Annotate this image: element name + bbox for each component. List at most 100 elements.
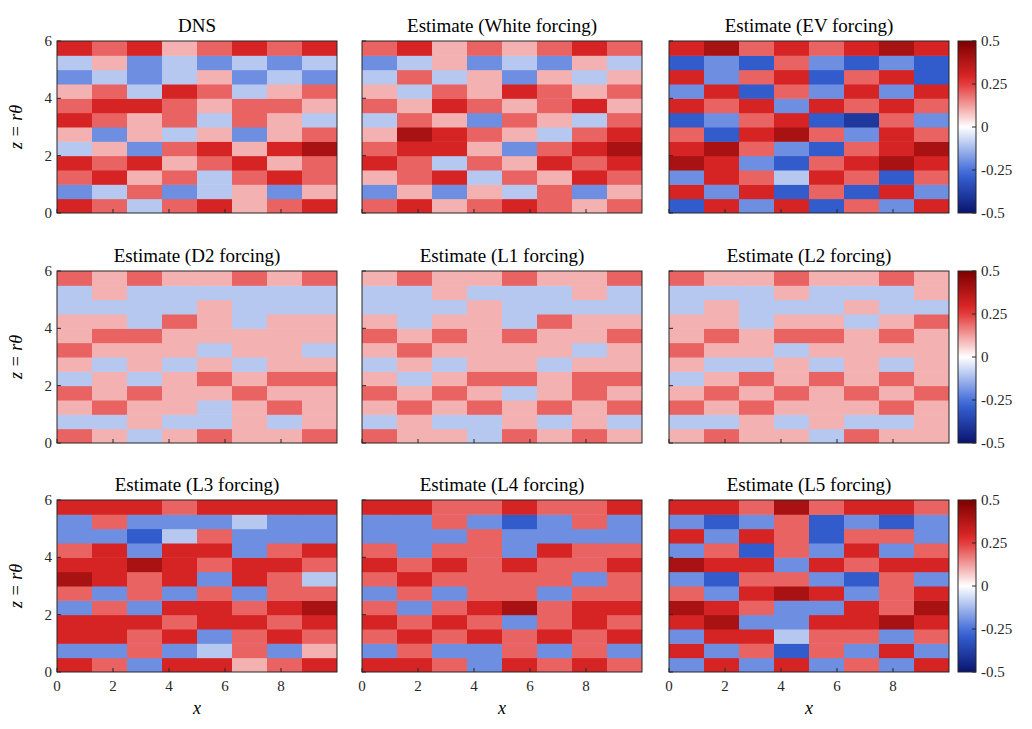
cell (774, 586, 810, 601)
cell (432, 199, 468, 213)
y-tick (57, 614, 61, 615)
colorbar-tick (972, 586, 976, 587)
cell (669, 371, 705, 386)
cell (537, 429, 573, 443)
y-tick (669, 41, 673, 42)
cell (669, 386, 705, 401)
cell (704, 184, 740, 199)
cell (92, 429, 128, 443)
cell (914, 572, 949, 587)
cell (162, 285, 198, 300)
cell (607, 41, 642, 56)
cell (572, 400, 608, 415)
cell (704, 41, 740, 56)
y-tick (362, 98, 366, 99)
cell (397, 400, 433, 415)
cell (92, 386, 128, 401)
cell (739, 543, 775, 558)
cell (809, 429, 845, 443)
cell (127, 500, 163, 515)
cell (362, 170, 398, 185)
y-tick (57, 98, 61, 99)
cell (467, 84, 503, 99)
y-tick (57, 328, 61, 329)
figure: 0246DNSz = rθEstimate (White forcing)Est… (0, 0, 1032, 729)
cell (537, 557, 573, 572)
cells (362, 41, 642, 213)
cell (809, 600, 845, 615)
cell (467, 658, 503, 672)
panel-title: Estimate (L4 forcing) (420, 474, 585, 496)
cell (739, 55, 775, 70)
cell (197, 586, 233, 601)
cell (232, 70, 268, 85)
cell (467, 328, 503, 343)
y-tick (669, 213, 673, 214)
cell (704, 429, 740, 443)
cell (197, 70, 233, 85)
cell (879, 543, 915, 558)
cell (537, 371, 573, 386)
cell (127, 300, 163, 315)
cell (92, 629, 128, 644)
colorbar-tick (972, 314, 976, 315)
cell (572, 300, 608, 315)
cell (92, 314, 128, 329)
cell (914, 400, 949, 415)
cell (739, 98, 775, 113)
cell (502, 371, 538, 386)
cell (162, 184, 198, 199)
cell (704, 514, 740, 529)
cell (432, 543, 468, 558)
cell (362, 629, 398, 644)
cell (92, 514, 128, 529)
cell (844, 600, 880, 615)
cell (302, 314, 337, 329)
cell (844, 615, 880, 630)
cell (572, 170, 608, 185)
y-tick (57, 500, 61, 501)
colorbar-tick-label: 0 (981, 578, 989, 594)
cell (467, 199, 503, 213)
cell (232, 328, 268, 343)
cell (502, 400, 538, 415)
cell (809, 285, 845, 300)
cell (432, 615, 468, 630)
cell (914, 84, 949, 99)
y-tick (669, 614, 673, 615)
y-tick-label: 2 (45, 148, 53, 164)
cell (502, 184, 538, 199)
cell (467, 314, 503, 329)
cell (302, 357, 337, 372)
cell (232, 557, 268, 572)
cell (92, 658, 128, 672)
cell (432, 414, 468, 429)
cell (432, 658, 468, 672)
cell (739, 529, 775, 544)
cell (739, 300, 775, 315)
cell (397, 84, 433, 99)
cell (362, 41, 398, 56)
cell (537, 386, 573, 401)
cell (607, 84, 642, 99)
cell (267, 127, 303, 142)
cell (162, 543, 198, 558)
cell (197, 658, 233, 672)
cell (432, 629, 468, 644)
cell (914, 314, 949, 329)
cell (914, 371, 949, 386)
cell (197, 300, 233, 315)
y-tick (669, 557, 673, 558)
x-tick (893, 668, 894, 672)
cell (879, 414, 915, 429)
cell (739, 113, 775, 128)
cell (267, 529, 303, 544)
cell (127, 371, 163, 386)
cell (127, 386, 163, 401)
cell (704, 643, 740, 658)
cell (232, 113, 268, 128)
cell (362, 658, 398, 672)
cell (57, 572, 93, 587)
cell (537, 314, 573, 329)
cell (302, 285, 337, 300)
